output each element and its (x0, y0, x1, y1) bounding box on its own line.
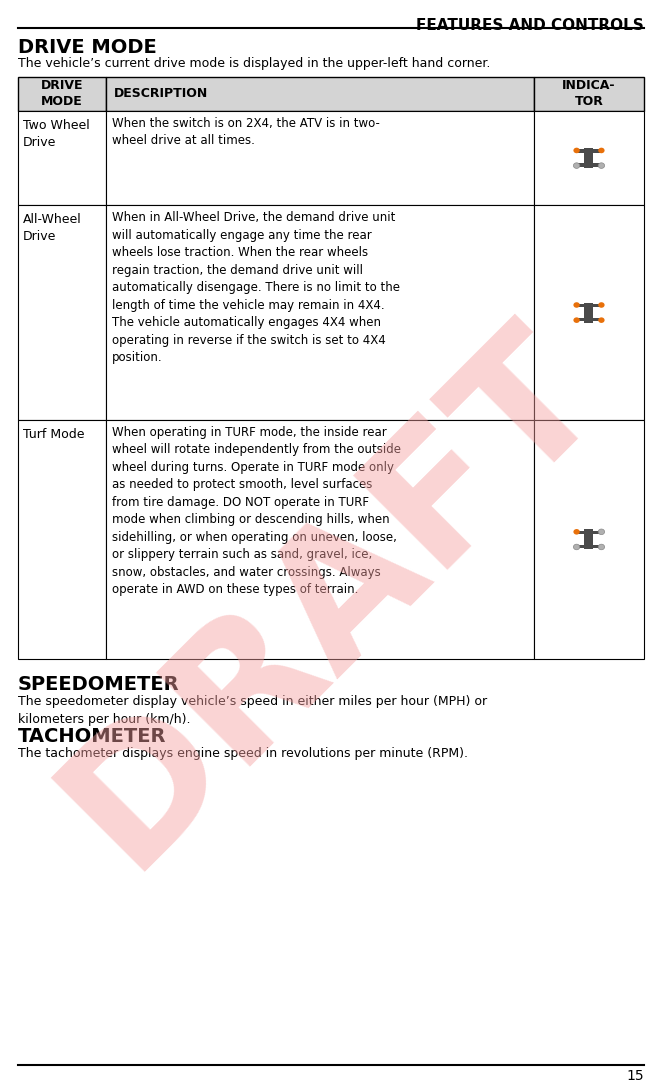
Ellipse shape (573, 163, 580, 168)
Bar (106, 420, 534, 659)
Text: The vehicle’s current drive mode is displayed in the upper-left hand corner.: The vehicle’s current drive mode is disp… (18, 56, 491, 70)
Text: When in All-Wheel Drive, the demand drive unit
will automatically engage any tim: When in All-Wheel Drive, the demand driv… (112, 212, 400, 365)
Ellipse shape (573, 148, 580, 153)
Bar (585, 148, 594, 168)
Ellipse shape (573, 302, 580, 307)
Text: DRIVE MODE: DRIVE MODE (18, 38, 157, 56)
Text: FEATURES AND CONTROLS: FEATURES AND CONTROLS (416, 18, 644, 33)
Bar (534, 111, 644, 205)
Ellipse shape (598, 544, 604, 550)
Text: DESCRIPTION: DESCRIPTION (114, 87, 209, 100)
Text: SPEEDOMETER: SPEEDOMETER (18, 675, 179, 694)
Text: Two Wheel
Drive: Two Wheel Drive (23, 118, 90, 149)
Ellipse shape (573, 317, 580, 323)
Bar (578, 304, 600, 307)
Bar (534, 205, 644, 420)
Text: TACHOMETER: TACHOMETER (18, 727, 167, 746)
Text: The tachometer displays engine speed in revolutions per minute (RPM).: The tachometer displays engine speed in … (18, 747, 468, 760)
Ellipse shape (598, 163, 604, 168)
Ellipse shape (598, 317, 604, 323)
Bar (106, 205, 534, 420)
Bar (106, 77, 534, 111)
Bar (585, 530, 594, 550)
Bar (18, 77, 106, 111)
Text: DRAFT: DRAFT (30, 296, 632, 898)
Bar (585, 303, 594, 323)
Text: INDICA-
TOR: INDICA- TOR (562, 79, 616, 109)
Text: 15: 15 (626, 1069, 644, 1083)
Text: The speedometer display vehicle’s speed in either miles per hour (MPH) or
kilome: The speedometer display vehicle’s speed … (18, 695, 487, 725)
Bar (578, 150, 600, 153)
Bar (578, 318, 600, 321)
Ellipse shape (598, 148, 604, 153)
Text: DRIVE
MODE: DRIVE MODE (41, 79, 83, 109)
Bar (18, 420, 106, 659)
Bar (534, 77, 644, 111)
Text: When operating in TURF mode, the inside rear
wheel will rotate independently fro: When operating in TURF mode, the inside … (112, 426, 401, 596)
Bar (578, 545, 600, 548)
Ellipse shape (598, 302, 604, 307)
Ellipse shape (573, 529, 580, 534)
Bar (534, 420, 644, 659)
Bar (18, 205, 106, 420)
Bar (578, 531, 600, 534)
Bar (18, 111, 106, 205)
Bar (578, 163, 600, 167)
Text: Turf Mode: Turf Mode (23, 428, 85, 441)
Ellipse shape (573, 544, 580, 550)
Bar (106, 111, 534, 205)
Text: All-Wheel
Drive: All-Wheel Drive (23, 213, 81, 243)
Text: When the switch is on 2X4, the ATV is in two-
wheel drive at all times.: When the switch is on 2X4, the ATV is in… (112, 116, 380, 148)
Ellipse shape (598, 529, 604, 534)
